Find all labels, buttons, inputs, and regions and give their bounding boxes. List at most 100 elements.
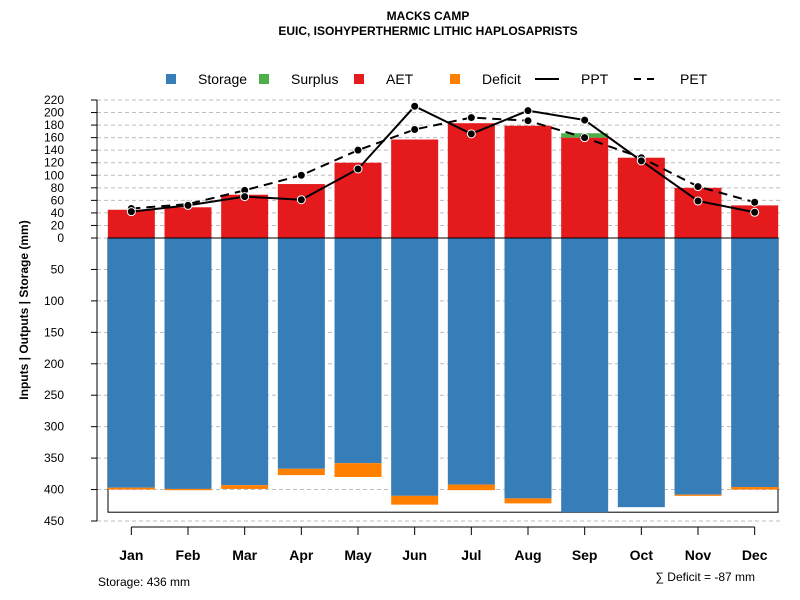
ppt-point — [636, 156, 646, 166]
storage-bar — [277, 238, 325, 469]
legend-label: PET — [680, 71, 708, 87]
pet-point — [296, 170, 306, 180]
pet-point — [353, 145, 363, 155]
x-tick-label: Apr — [289, 547, 314, 563]
x-tick-label: Jul — [461, 547, 481, 563]
ppt-point — [353, 164, 363, 174]
legend-label: PPT — [581, 71, 609, 87]
y-tick-label: 160 — [44, 131, 64, 145]
y-tick-label: 250 — [44, 388, 64, 402]
legend-label: Deficit — [482, 71, 521, 87]
aet-bar — [617, 157, 665, 238]
storage-bar — [221, 238, 269, 486]
y-tick-label: 220 — [44, 93, 64, 107]
ppt-point — [126, 207, 136, 217]
pet-point — [750, 197, 760, 207]
y-tick-label: 300 — [44, 420, 64, 434]
x-tick-label: Jan — [119, 547, 143, 563]
ppt-point — [523, 106, 533, 116]
lines-group — [126, 101, 760, 217]
aet-bar — [561, 137, 609, 238]
y-tick-label: 100 — [44, 168, 64, 182]
pet-point — [580, 133, 590, 143]
legend-swatch — [354, 74, 364, 84]
deficit-bar — [731, 487, 779, 490]
chart-title: MACKS CAMP — [387, 9, 470, 23]
ppt-point — [693, 196, 703, 206]
aet-bar — [221, 194, 269, 238]
y-tick-label: 0 — [57, 231, 64, 245]
y-tick-label: 20 — [51, 218, 65, 232]
deficit-bar — [391, 495, 439, 505]
aet-bar — [391, 139, 439, 238]
y-tick-label: 50 — [51, 262, 65, 276]
ppt-line — [131, 105, 755, 214]
chart-subtitle: EUIC, ISOHYPERTHERMIC LITHIC HAPLOSAPRIS… — [278, 24, 577, 38]
deficit-bar — [164, 488, 212, 491]
legend-label: Surplus — [291, 71, 338, 87]
storage-bar — [334, 238, 382, 464]
legend-label: Storage — [198, 71, 247, 87]
ppt-point — [410, 101, 420, 111]
y-tick-label: 120 — [44, 156, 64, 170]
deficit-bar — [504, 498, 552, 504]
aet-bar — [504, 125, 552, 238]
x-tick-label: Oct — [630, 547, 654, 563]
pet-line — [131, 116, 755, 210]
y-tick-label: 150 — [44, 325, 64, 339]
y-tick-label: 80 — [51, 181, 65, 195]
aet-bar — [164, 207, 212, 238]
aet-bar — [674, 187, 722, 238]
legend: Storage Surplus AET Deficit PPT PET — [166, 71, 708, 87]
deficit-bar — [447, 484, 495, 491]
x-tick-label: Nov — [685, 547, 712, 563]
y-tick-label: 450 — [44, 514, 64, 528]
x-tick-label: Feb — [176, 547, 201, 563]
y-tick-label: 140 — [44, 143, 64, 157]
x-tick-label: Dec — [742, 547, 768, 563]
legend-swatch — [259, 74, 269, 84]
legend-swatch — [450, 74, 460, 84]
x-tick-label: Sep — [572, 547, 598, 563]
storage-bar — [447, 238, 495, 485]
x-tick-label: May — [344, 547, 371, 563]
deficit-bar — [107, 487, 155, 490]
y-tick-label: 100 — [44, 294, 64, 308]
deficit-bar — [221, 485, 269, 489]
y-tick-label: 200 — [44, 106, 64, 120]
ppt-point — [296, 195, 306, 205]
y-axis-label: Inputs | Outputs | Storage (mm) — [17, 220, 31, 399]
storage-bar — [164, 238, 212, 489]
aet-bar — [277, 184, 325, 238]
pet-point — [523, 116, 533, 126]
storage-bar — [504, 238, 552, 499]
storage-bar — [617, 238, 665, 508]
y-tick-label: 200 — [44, 357, 64, 371]
x-tick-label: Mar — [232, 547, 257, 563]
deficit-note: ∑ Deficit = -87 mm — [655, 570, 755, 584]
ppt-point — [183, 200, 193, 210]
ppt-point — [240, 192, 250, 202]
deficit-bar — [674, 494, 722, 496]
x-tick-label: Aug — [514, 547, 541, 563]
ppt-point — [580, 115, 590, 125]
deficit-bar — [334, 463, 382, 477]
y-tick-label: 40 — [51, 206, 65, 220]
y-tick-label: 60 — [51, 193, 65, 207]
storage-bar — [107, 238, 155, 488]
bars-group — [107, 123, 779, 513]
x-tick-label: Jun — [402, 547, 427, 563]
axes-group: 0204060801001201401601802002205010015020… — [44, 93, 778, 563]
ppt-point — [750, 207, 760, 217]
deficit-bar — [277, 468, 325, 476]
pet-point — [410, 124, 420, 134]
storage-note: Storage: 436 mm — [98, 575, 190, 589]
legend-swatch — [166, 74, 176, 84]
legend-label: AET — [386, 71, 414, 87]
storage-bar — [391, 238, 439, 496]
ppt-point — [466, 129, 476, 139]
aet-bar — [447, 123, 495, 238]
pet-point — [466, 113, 476, 123]
y-tick-label: 350 — [44, 451, 64, 465]
